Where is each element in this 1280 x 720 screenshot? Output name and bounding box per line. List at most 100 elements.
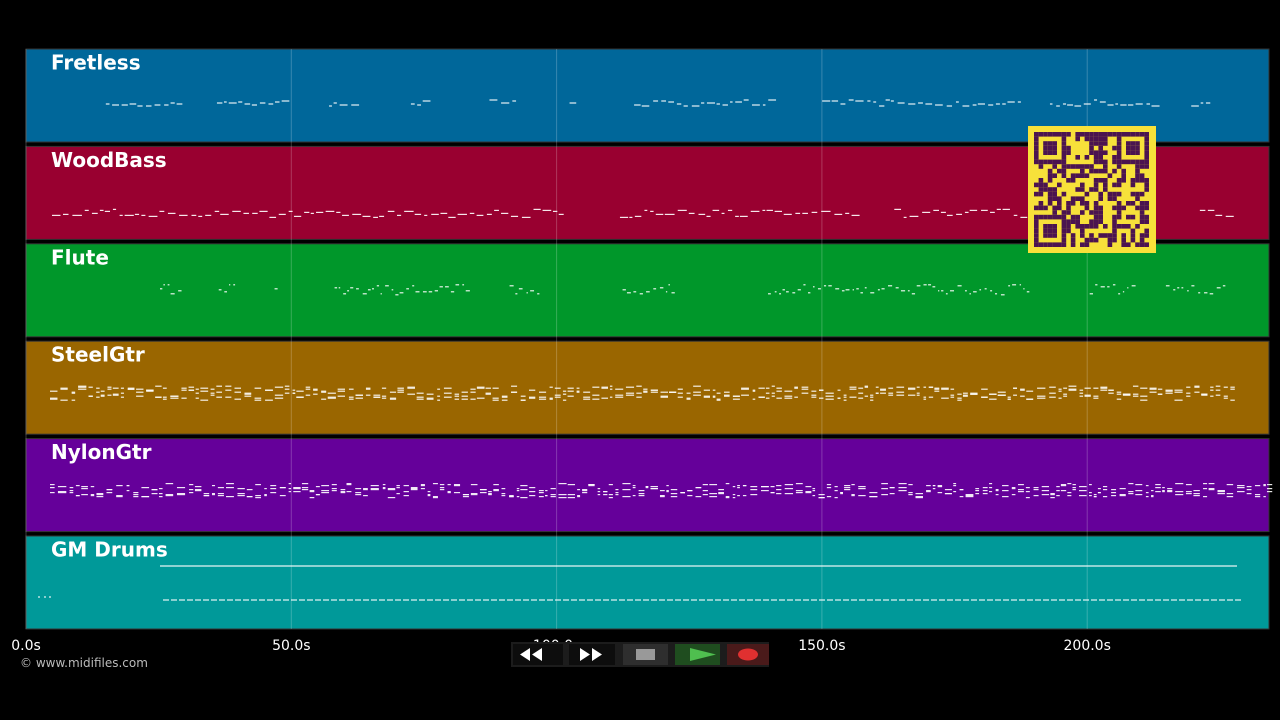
qr-cell [1093, 182, 1099, 188]
qr-cell [1061, 242, 1067, 247]
qr-cell [1093, 224, 1099, 229]
tick-label: 0.0s [11, 638, 41, 654]
tick-label: 150.0s [798, 638, 845, 654]
qr-cell [1057, 182, 1062, 188]
qr-cell [1098, 219, 1103, 224]
qr-cell [1038, 178, 1044, 183]
qr-cell [1093, 136, 1099, 142]
qr-cell [1116, 201, 1122, 206]
qr-cell [1061, 214, 1067, 220]
qr-cell [1061, 164, 1067, 169]
qr-cell [1098, 155, 1103, 160]
qr-cell [1061, 141, 1067, 146]
qr-cell [1047, 214, 1053, 220]
qr-cell [1057, 132, 1062, 137]
qr-cell [1066, 178, 1071, 183]
qr-cell [1103, 182, 1108, 188]
qr-cell [1034, 136, 1039, 142]
qr-cell [1038, 164, 1044, 169]
record-button[interactable] [727, 644, 769, 665]
qr-cell [1089, 187, 1094, 192]
qr-cell [1061, 150, 1067, 155]
qr-cell [1038, 132, 1044, 137]
qr-cell [1070, 201, 1076, 206]
qr-cell [1043, 214, 1048, 220]
qr-cell [1130, 228, 1136, 234]
qr-cell [1126, 141, 1131, 146]
qr-cell [1080, 224, 1085, 229]
qr-cell [1089, 210, 1094, 215]
qr-cell [1034, 224, 1039, 229]
qr-cell [1139, 191, 1145, 197]
qr-cell [1093, 168, 1099, 174]
qr-cell [1112, 219, 1117, 224]
rewind-button[interactable] [513, 644, 563, 665]
qr-cell [1066, 224, 1071, 229]
qr-cell [1057, 201, 1062, 206]
qr-cell [1061, 191, 1067, 197]
qr-cell [1139, 219, 1145, 224]
qr-cell [1093, 205, 1099, 211]
tick-label: 200.0s [1064, 638, 1111, 654]
qr-cell [1139, 201, 1145, 206]
qr-cell [1038, 159, 1044, 165]
qr-cell [1103, 141, 1108, 146]
qr-cell [1107, 237, 1113, 243]
track-name: Flute [51, 245, 109, 269]
qr-cell [1139, 173, 1145, 178]
qr-cell [1047, 224, 1053, 229]
qr-cell [1066, 210, 1071, 215]
qr-cell [1135, 224, 1140, 229]
stop-button[interactable] [623, 644, 668, 665]
qr-cell [1116, 150, 1122, 155]
qr-cell [1089, 164, 1094, 169]
qr-cell [1103, 187, 1108, 192]
qr-cell [1112, 228, 1117, 234]
qr-cell [1047, 168, 1053, 174]
qr-cell [1070, 233, 1076, 238]
qr-cell [1144, 219, 1149, 224]
qr-cell [1075, 187, 1080, 192]
qr-cell [1034, 214, 1039, 220]
play-icon [690, 648, 716, 661]
qr-cell [1098, 191, 1103, 197]
qr-cell [1066, 201, 1071, 206]
qr-cell [1098, 178, 1103, 183]
qr-cell [1080, 233, 1085, 238]
qr-cell [1135, 242, 1140, 247]
play-button[interactable] [675, 644, 720, 665]
copyright: © www.midifiles.com [20, 656, 148, 670]
qr-cell [1047, 150, 1053, 155]
qr-cell [1084, 173, 1090, 178]
qr-cell [1057, 168, 1062, 174]
qr-cell [1093, 155, 1099, 160]
qr-cell [1066, 145, 1071, 151]
qr-cell [1135, 205, 1140, 211]
qr-cell [1043, 242, 1048, 247]
qr-cell [1066, 150, 1071, 155]
qr-cell [1130, 145, 1136, 151]
qr-cell [1034, 132, 1039, 137]
rewind-icon [520, 648, 542, 661]
qr-cell [1103, 224, 1108, 229]
qr-cell [1139, 242, 1145, 247]
qr-cell [1098, 210, 1103, 215]
qr-cell [1093, 219, 1099, 224]
forward-button[interactable] [569, 644, 615, 665]
qr-cell [1052, 205, 1057, 211]
track-name: NylonGtr [51, 440, 152, 464]
qr-cell [1098, 214, 1103, 220]
qr-cell [1084, 136, 1090, 142]
qr-cell [1038, 182, 1044, 188]
qr-cell [1139, 132, 1145, 137]
qr-cell [1052, 141, 1057, 146]
qr-cell [1047, 187, 1053, 192]
qr-cell [1135, 168, 1140, 174]
qr-cell [1034, 150, 1039, 155]
qr-cell [1034, 237, 1039, 243]
qr-cell [1144, 159, 1149, 165]
qr-cell [1093, 187, 1099, 192]
qr-cell [1112, 196, 1117, 201]
